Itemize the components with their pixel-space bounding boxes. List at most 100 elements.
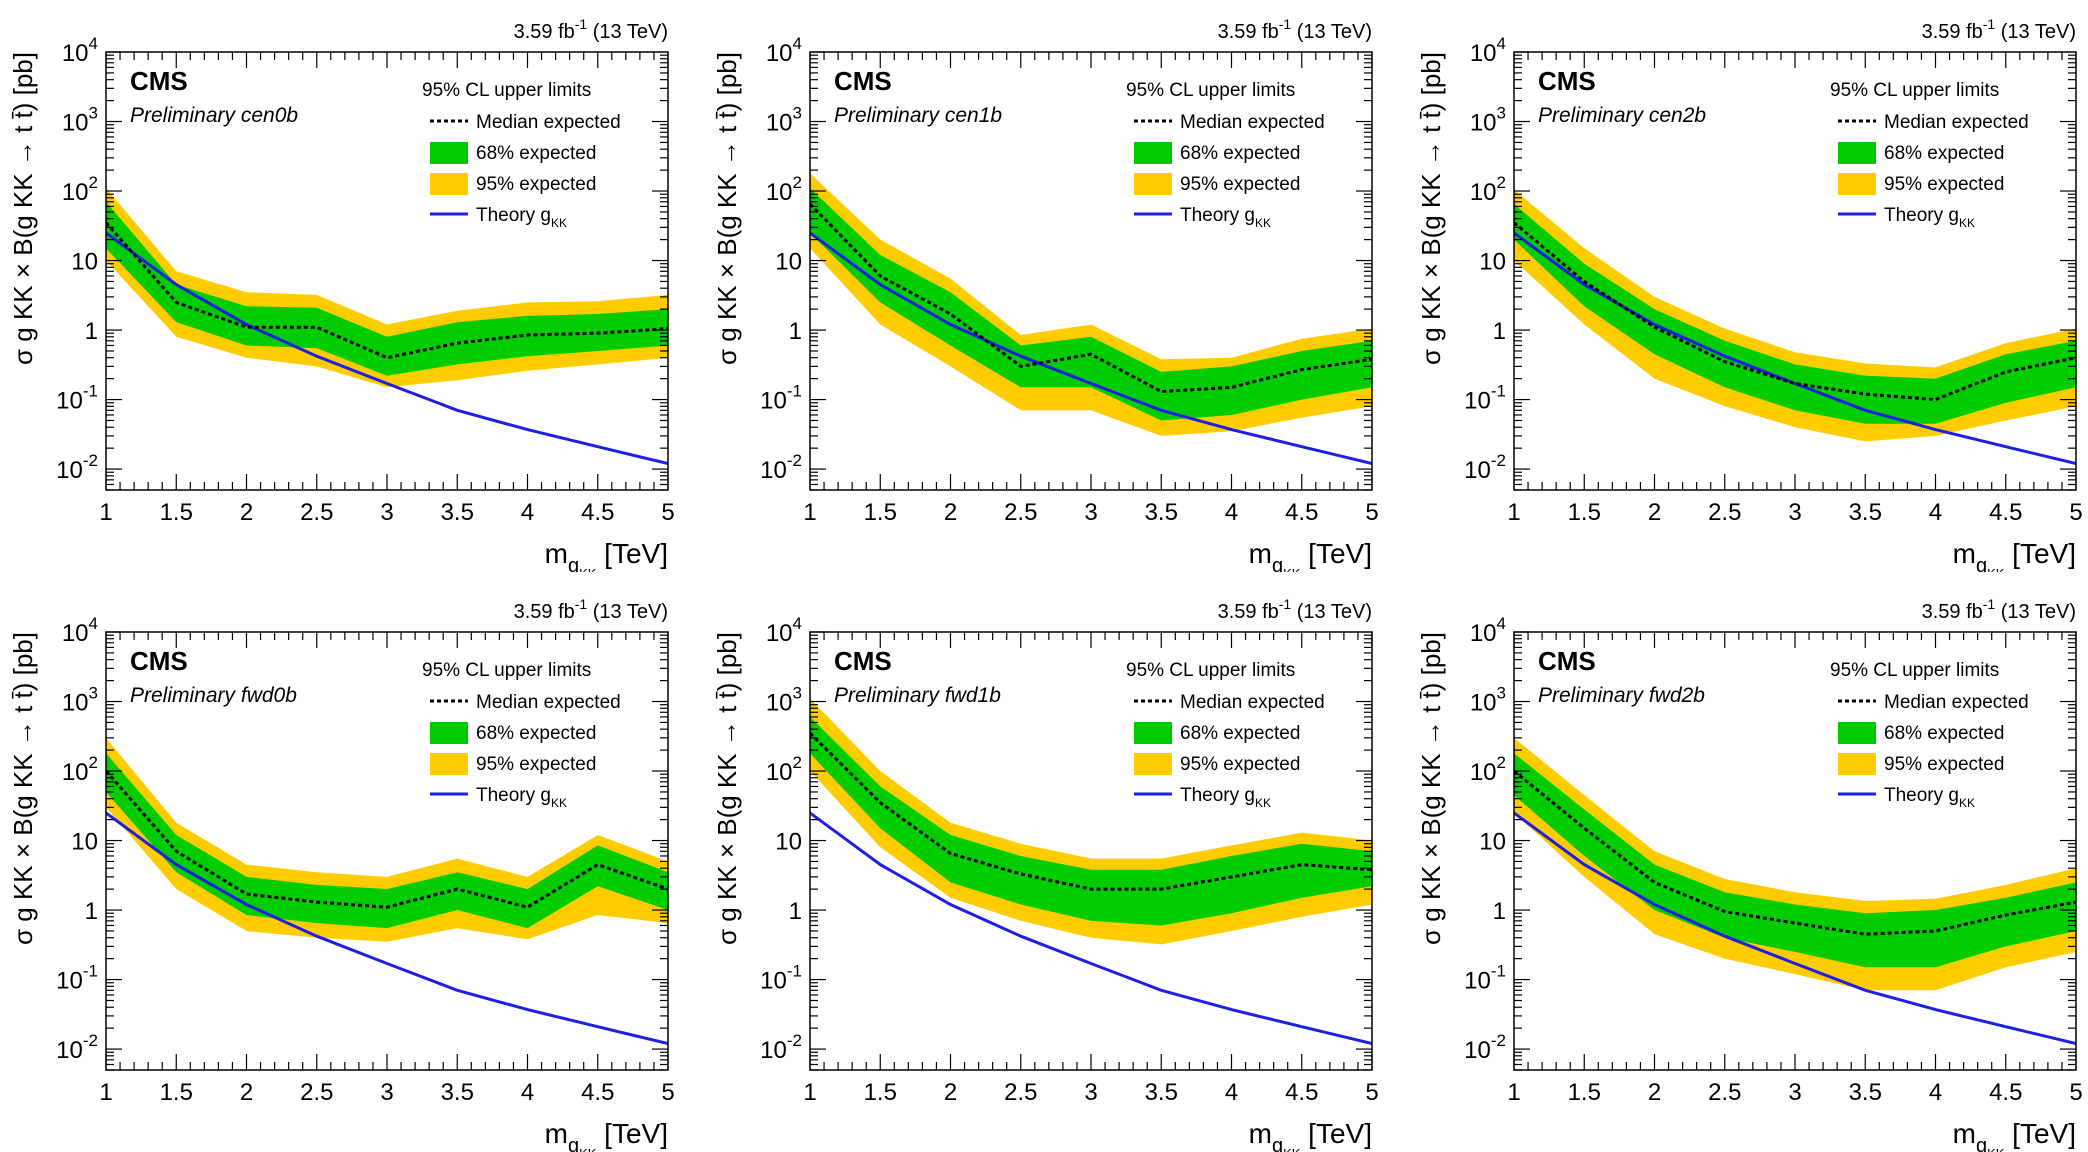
y-tick-base: 10 [760,388,787,415]
y-tick-exponent: 2 [1497,173,1506,192]
y-tick-exponent: 4 [89,614,98,633]
x-tick-label: 4 [1225,499,1238,526]
y-tick-base: 10 [1464,388,1491,415]
y-tick-label: 10 [1479,829,1506,856]
x-tick-label: 2 [240,1079,253,1106]
legend-theory-text: Theory g [1884,785,1959,806]
category-label: Preliminary fwd1b [834,684,1001,707]
legend-95-swatch [1838,173,1876,195]
legend-header: 95% CL upper limits [1830,660,1999,681]
lumi-value: 3.59 fb [514,601,575,623]
x-tick-label: 2.5 [300,1079,333,1106]
legend-95-label: 95% expected [1884,754,2004,775]
y-tick-exponent: 3 [1497,684,1506,703]
legend-95-label: 95% expected [1180,174,1300,195]
y-tick-base: 10 [766,620,793,647]
lumi-value: 3.59 fb [1922,601,1983,623]
x-tick-label: 1 [803,499,816,526]
y-tick-base: 10 [766,40,793,67]
plot-area [106,188,668,466]
y-tick-base: 10 [56,1037,83,1064]
x-tick-label: 3.5 [1849,1079,1882,1106]
x-tick-label: 3 [1084,1079,1097,1106]
band-68-expected [810,188,1372,421]
y-tick-base: 1 [1493,318,1506,345]
y-tick-exponent: 3 [793,104,802,123]
x-title-sub-kk: KK [1987,566,2005,572]
x-title-unit: [TeV] [2004,538,2076,569]
y-tick-exponent: 4 [1497,34,1506,53]
theory-line [810,811,1372,1046]
chart-panel-fwd0b: 1 1.5 2 2.5 3 3.5 4 4.5 510-210-11101021031043.5… [8,596,675,1152]
x-title-sub-g: g [568,555,579,572]
y-tick-exponent: 4 [1497,614,1506,633]
y-tick-base: 1 [1493,898,1506,925]
legend-header: 95% CL upper limits [1830,80,1999,101]
legend-68-label: 68% expected [476,143,596,164]
x-tick-label: 4.5 [1285,1079,1318,1106]
y-tick-label: 104 [766,614,802,647]
legend-median-label: Median expected [476,692,621,713]
lumi-energy: (13 TeV) [1291,601,1372,623]
legend-95-label: 95% expected [1884,174,2004,195]
y-axis-title: σ g KK × B(g KK → t t̄) [pb] [712,52,742,365]
cms-label: CMS [834,646,892,676]
y-tick-label: 10 [775,829,802,856]
x-tick-label: 2 [240,499,253,526]
x-tick-label: 3 [380,499,393,526]
y-tick-base: 10 [766,110,793,137]
lumi-exponent: -1 [575,16,588,32]
x-title-m: m [1953,1118,1976,1149]
x-axis: 1 1.5 2 2.5 3 3.5 4 4.5 5 [99,52,675,526]
x-title-unit: [TeV] [1300,1118,1372,1149]
y-title-text: σ g KK × B(g KK → t t̄) [pb] [712,52,742,365]
x-tick-label: 4.5 [581,499,614,526]
band-68-expected [810,716,1372,926]
legend-theory-subscript: KK [551,796,567,810]
y-tick-label: 1 [789,898,802,925]
x-axis-title: mgKK [TeV] [545,538,668,572]
x-tick-label: 5 [2069,499,2082,526]
luminosity-label: 3.59 fb-1 (13 TeV) [1922,16,2076,43]
legend-95-swatch [1838,753,1876,775]
band-68-expected [1514,753,2076,968]
legend-theory-subscript: KK [1959,216,1975,230]
legend-theory-text: Theory g [476,785,551,806]
y-tick-label: 10-2 [760,1031,802,1064]
x-tick-label: 2 [944,1079,957,1106]
y-tick-label: 1 [85,318,98,345]
y-tick-base: 10 [71,829,98,856]
y-tick-exponent: -1 [1491,962,1506,981]
y-tick-exponent: -2 [787,1031,802,1050]
y-tick-base: 10 [760,1037,787,1064]
x-title-m: m [545,538,568,569]
legend-theory-subscript: KK [1255,216,1271,230]
y-tick-exponent: -2 [787,451,802,470]
median-expected-line [810,732,1372,891]
legend-95-label: 95% expected [476,754,596,775]
legend-95-swatch [1134,173,1172,195]
category-label: Preliminary cen1b [834,104,1002,127]
x-title-sub-kk: KK [579,1146,597,1152]
x-tick-label: 2 [1648,1079,1661,1106]
x-tick-label: 3.5 [441,499,474,526]
y-tick-base: 10 [1464,1037,1491,1064]
x-tick-label: 3.5 [1145,499,1178,526]
x-tick-label: 5 [2069,1079,2082,1106]
x-tick-label: 2.5 [1004,1079,1037,1106]
band-68-expected [106,201,668,376]
legend-68-label: 68% expected [476,723,596,744]
x-axis: 1 1.5 2 2.5 3 3.5 4 4.5 5 [99,632,675,1106]
y-tick-exponent: -2 [1491,1031,1506,1050]
y-tick-label: 104 [766,34,802,67]
category-label: Preliminary fwd2b [1538,684,1705,707]
y-tick-base: 1 [85,898,98,925]
legend: 95% CL upper limits Median expected 68% ex… [1830,80,2029,230]
x-tick-label: 1 [1507,499,1520,526]
x-tick-label: 1.5 [160,1079,193,1106]
y-tick-base: 10 [56,457,83,484]
chart-panel-fwd1b: 1 1.5 2 2.5 3 3.5 4 4.5 510-210-11101021031043.5… [712,596,1379,1152]
